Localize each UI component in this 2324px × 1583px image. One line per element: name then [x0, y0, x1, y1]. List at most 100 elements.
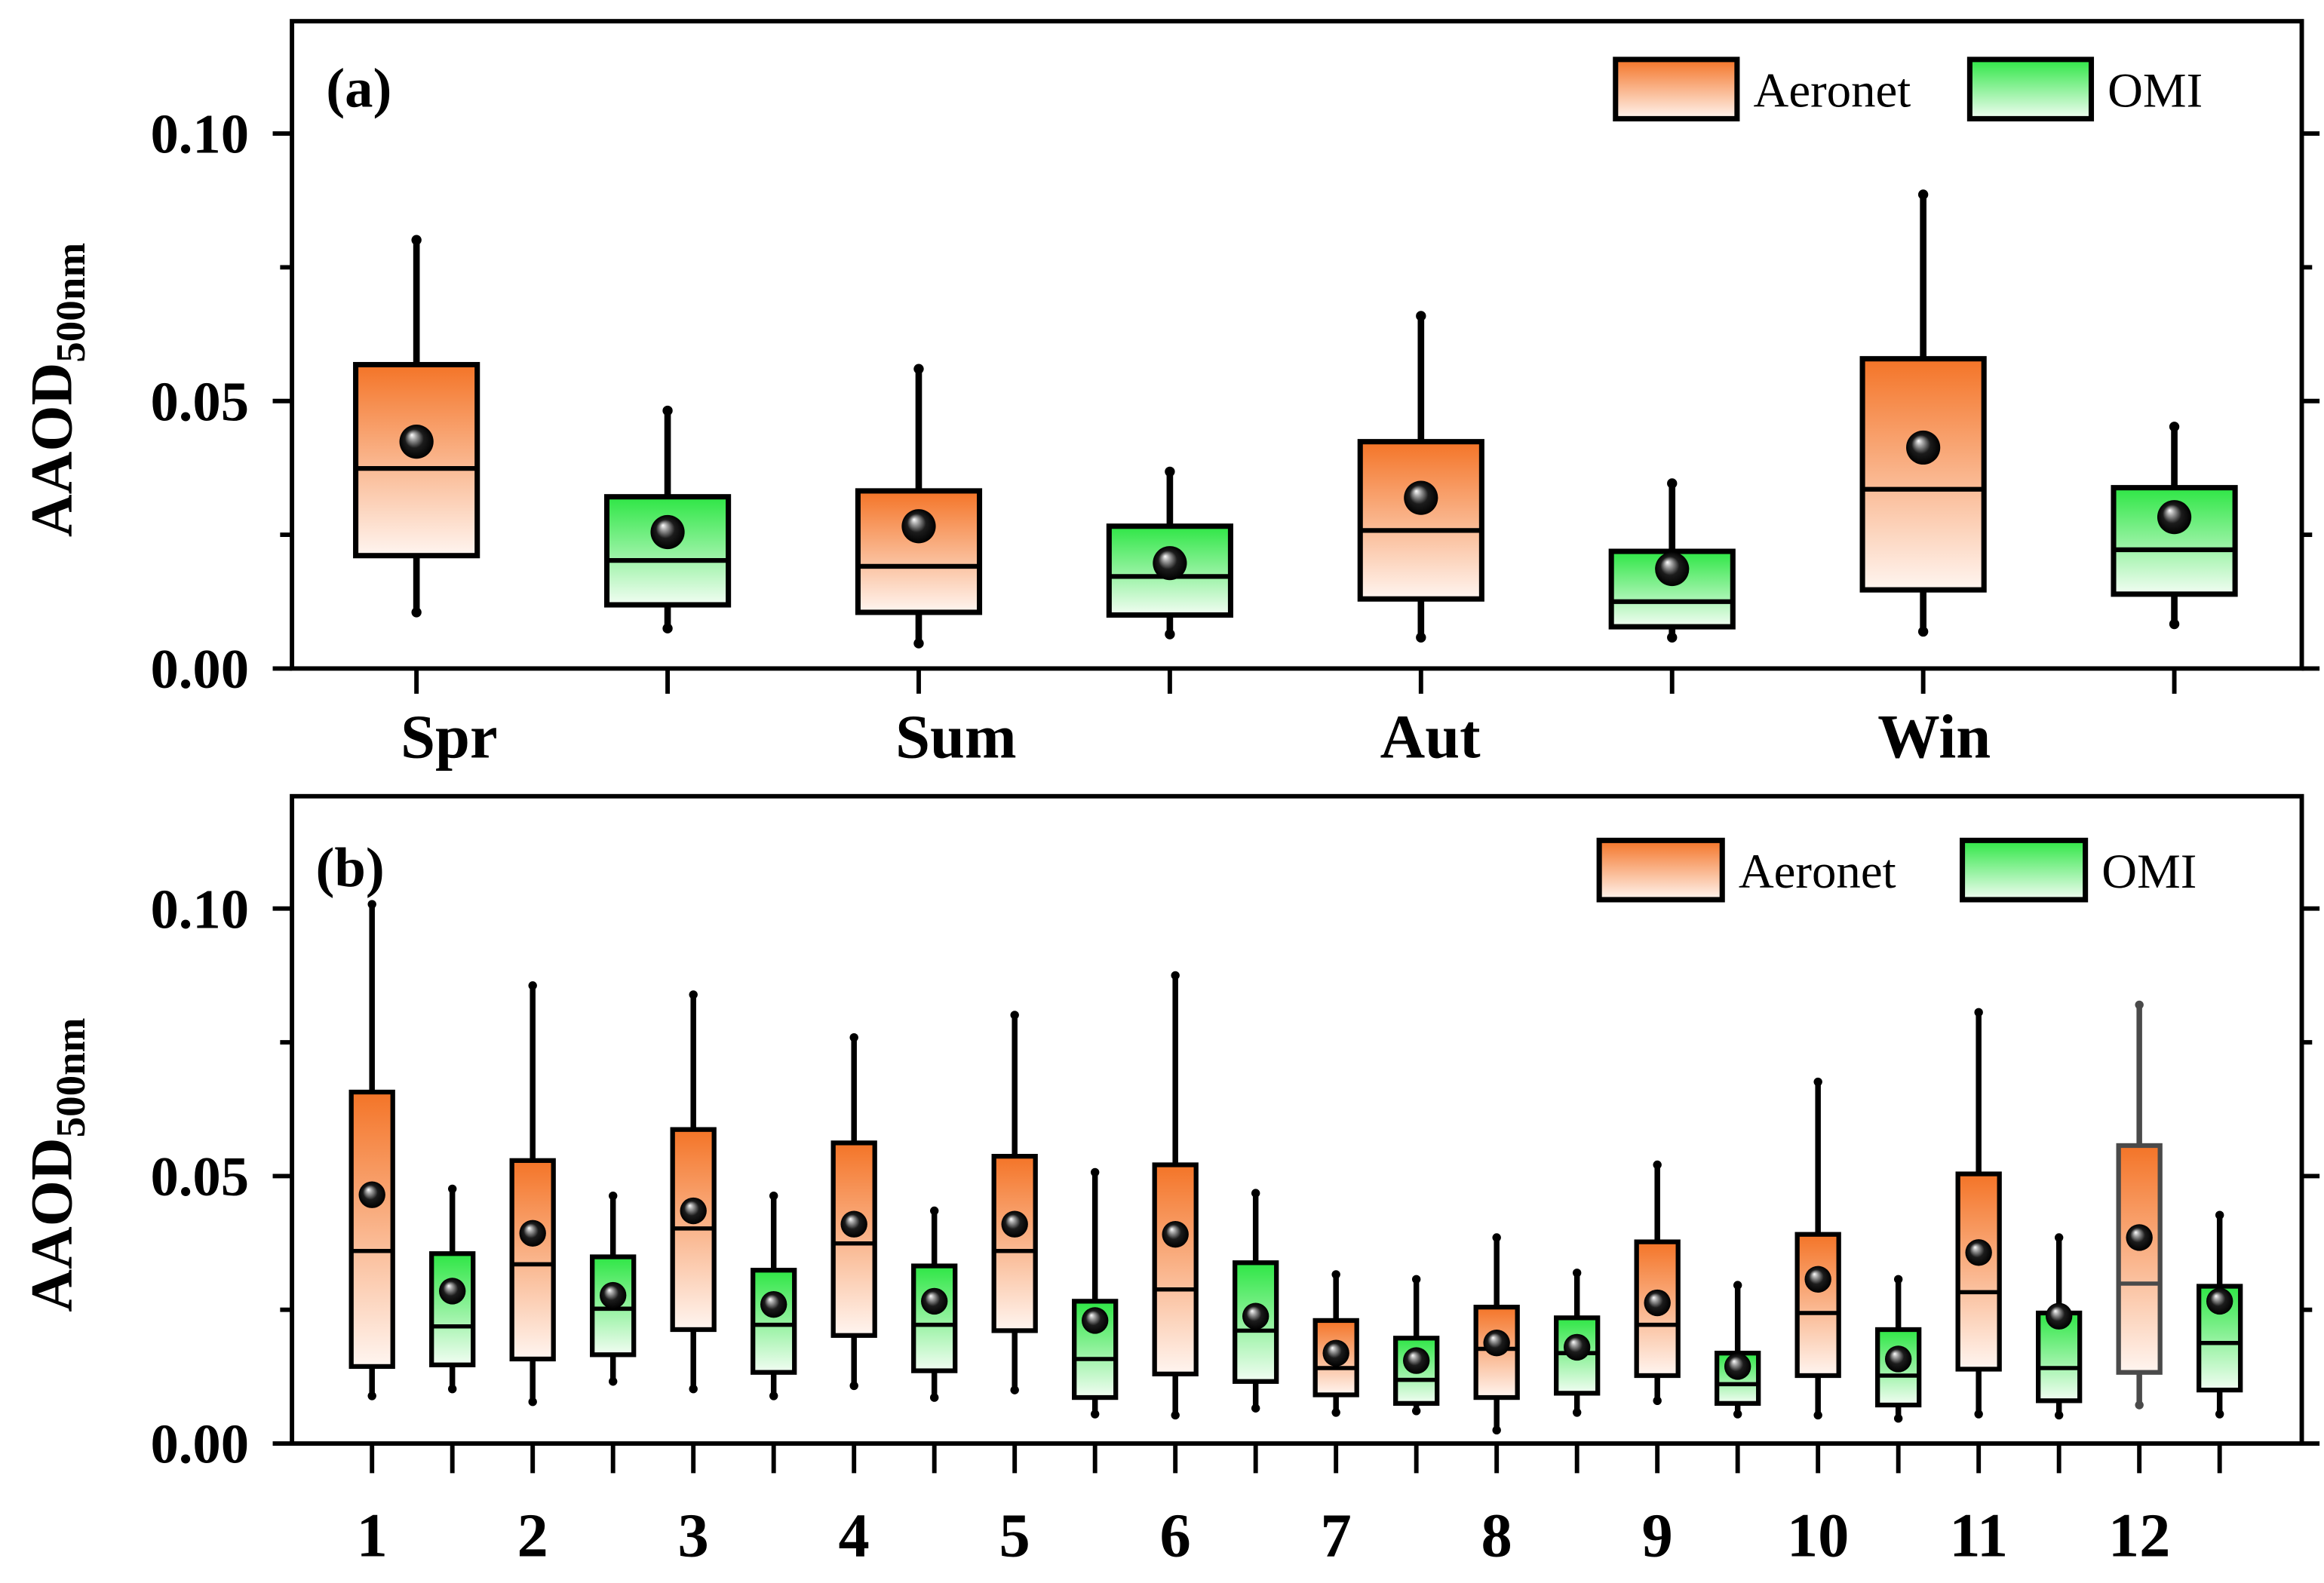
panel-b-omi-12-whisker-cap-upper	[2215, 1210, 2224, 1219]
panel-b-aeronet-8-whisker-cap-lower	[1492, 1425, 1501, 1435]
panel-b-ytick-label: 0.00	[150, 1413, 249, 1476]
panel-b-aeronet-5-whisker-cap-upper	[1010, 1011, 1019, 1020]
panel-b-omi-4-whisker-cap-lower	[929, 1393, 939, 1402]
panel-b-aeronet-4-box	[830, 1140, 877, 1338]
panel-b-omi-10-whisker-cap-upper	[1893, 1275, 1903, 1284]
panel-b-omi-9-whisker-cap-upper	[1733, 1281, 1742, 1290]
panel-b-aeronet-8-whisker-cap-upper	[1492, 1233, 1501, 1242]
panel-a-aeronet-spr-whisker-cap-lower	[411, 607, 422, 618]
panel-b-aeronet-4-mean-marker	[840, 1210, 867, 1238]
panel-a-y-axis-title: AAOD500nm	[18, 243, 94, 537]
panel-a-aeronet-sum-mean-marker	[901, 509, 936, 544]
panel-b-xtick-label-5: 5	[999, 1500, 1030, 1569]
panel-a-aeronet-aut-whisker-cap-upper	[1416, 311, 1426, 321]
panel-b-omi-1-box	[429, 1251, 476, 1367]
panel-b-omi-8-whisker-cap-upper	[1572, 1269, 1582, 1278]
panel-b-xtick-label-6: 6	[1160, 1500, 1191, 1569]
panel-b-omi-7-whisker-cap-lower	[1411, 1407, 1421, 1416]
panel-b-aeronet-6-box	[1152, 1162, 1199, 1376]
panel-b-omi-6-whisker-cap-lower	[1251, 1404, 1260, 1413]
panel-a-aeronet-sum-whisker-cap-lower	[913, 638, 924, 649]
panel-a-xtick-label-sum: Sum	[895, 701, 1017, 771]
panel-b-aeronet-2-mean-marker	[519, 1219, 546, 1247]
panel-b-aeronet-1-mean-marker	[358, 1181, 385, 1208]
panel-a-omi-spr-whisker-cap-upper	[662, 405, 673, 416]
panel-b-omi-9-mean-marker	[1724, 1353, 1751, 1380]
panel-a-xtick-label-aut: Aut	[1380, 701, 1481, 771]
panel-b-xtick-label-10: 10	[1787, 1500, 1850, 1569]
panel-a-legend-aeronet-swatch	[1613, 57, 1740, 121]
panel-b-legend-aeronet-label: Aeronet	[1739, 845, 1896, 899]
panel-b-xtick-label-11: 11	[1949, 1500, 2008, 1569]
panel-b-aeronet-1-whisker-cap-lower	[367, 1391, 376, 1400]
panel-b-omi-11-whisker-cap-lower	[2054, 1410, 2064, 1420]
panel-b-aeronet-11-whisker-cap-upper	[1974, 1008, 1983, 1017]
panel-b-omi-6-whisker-cap-upper	[1251, 1189, 1260, 1198]
panel-b-aeronet-10-whisker-cap-lower	[1813, 1410, 1822, 1420]
panel-b-xtick-label-7: 7	[1321, 1500, 1352, 1569]
panel-a-legend-omi-swatch	[1966, 57, 2095, 121]
panel-b-omi-5-mean-marker	[1082, 1307, 1109, 1334]
panel-a-aeronet-spr-box	[353, 361, 480, 559]
panel-b-omi-4-box	[911, 1263, 958, 1373]
panel-a-seasonal: 0.00 0.05 0.10 Spr Sum Aut Win Aeronet OMI (a) AAO…	[18, 19, 2320, 771]
panel-b-omi-11-mean-marker	[2045, 1302, 2073, 1330]
panel-a-omi-aut-whisker-cap-lower	[1667, 632, 1678, 643]
panel-b-xtick-label-2: 2	[517, 1500, 548, 1569]
panel-b-aeronet-2-whisker-cap-lower	[528, 1397, 537, 1407]
panel-a-omi-spr-box	[603, 494, 732, 608]
panel-b-aeronet-3-mean-marker	[680, 1197, 707, 1225]
panel-b-omi-8-whisker-cap-lower	[1572, 1408, 1582, 1417]
panel-a-omi-win-whisker-cap-upper	[2169, 422, 2180, 432]
panel-a-omi-sum-whisker-cap-upper	[1165, 466, 1175, 477]
panel-b-omi-3-box	[751, 1268, 797, 1375]
panel-b-aeronet-4-whisker-cap-lower	[849, 1381, 858, 1391]
panel-a-xtick-label-spr: Spr	[401, 701, 497, 771]
panel-b-aeronet-8-mean-marker	[1483, 1330, 1510, 1357]
panel-b-aeronet-2-box	[509, 1158, 556, 1362]
panel-b-omi-3-whisker-cap-upper	[769, 1191, 778, 1201]
panel-b-aeronet-12-whisker-cap-upper	[2135, 1000, 2144, 1010]
panel-b-omi-1-whisker-cap-upper	[447, 1184, 457, 1194]
panel-a-ytick-label: 0.00	[150, 638, 249, 701]
panel-b-ytick-label: 0.05	[150, 1146, 249, 1208]
panel-b-aeronet-7-mean-marker	[1322, 1339, 1349, 1367]
panel-b-aeronet-3-whisker-cap-upper	[689, 990, 698, 999]
panel-a-aeronet-spr-whisker-cap-upper	[411, 235, 422, 245]
panel-a-xtick-label-win: Win	[1877, 701, 1991, 771]
panel-b-y-axis-title-subscript: 500nm	[48, 1018, 94, 1138]
panel-b-omi-4-whisker-cap-upper	[929, 1206, 939, 1216]
panel-a-aeronet-spr-mean-marker	[399, 425, 434, 459]
panel-b-aeronet-9-mean-marker	[1644, 1289, 1671, 1317]
panel-b-omi-1-mean-marker	[439, 1278, 466, 1305]
panel-a-y-axis-title-subscript: 500nm	[48, 243, 94, 363]
panel-b-legend-aeronet-swatch	[1596, 837, 1725, 903]
panel-a-aeronet-sum-whisker-cap-upper	[913, 364, 924, 374]
panel-b-xtick-label-1: 1	[357, 1500, 388, 1569]
panel-a-aeronet-win-mean-marker	[1906, 430, 1941, 465]
panel-a-plot-frame	[290, 19, 2304, 671]
panel-b-omi-2-mean-marker	[600, 1281, 627, 1309]
panel-a-aeronet-sum-box	[855, 488, 983, 615]
panel-b-aeronet-10-mean-marker	[1804, 1265, 1831, 1293]
panel-b-aeronet-5-whisker-cap-lower	[1010, 1385, 1019, 1394]
panel-a-omi-spr-mean-marker	[650, 514, 685, 550]
panel-b-aeronet-11-mean-marker	[1965, 1239, 1992, 1266]
panel-b-omi-11-whisker-cap-upper	[2054, 1233, 2064, 1242]
panel-b-xtick-label-4: 4	[839, 1500, 870, 1569]
panel-a-omi-aut-whisker-cap-upper	[1667, 478, 1678, 489]
panel-b-omi-7-whisker-cap-upper	[1411, 1275, 1421, 1284]
panel-b-aeronet-5-mean-marker	[1001, 1210, 1028, 1238]
panel-b-aeronet-9-whisker-cap-upper	[1653, 1160, 1662, 1170]
panel-b-omi-5-whisker-cap-upper	[1090, 1167, 1100, 1177]
panel-b-plot-frame	[290, 793, 2304, 1446]
panel-b-aeronet-7-whisker-cap-lower	[1331, 1408, 1340, 1417]
panel-b-omi-7-mean-marker	[1402, 1347, 1430, 1374]
panel-b-ytick-label: 0.10	[150, 878, 249, 940]
panel-b-aeronet-1-box	[348, 1089, 395, 1370]
panel-a-omi-aut-mean-marker	[1655, 551, 1690, 587]
panel-b-aeronet-3-whisker-cap-lower	[689, 1385, 698, 1394]
panel-b-label: (b)	[316, 836, 385, 899]
panel-b-omi-5-whisker-cap-lower	[1090, 1410, 1100, 1419]
